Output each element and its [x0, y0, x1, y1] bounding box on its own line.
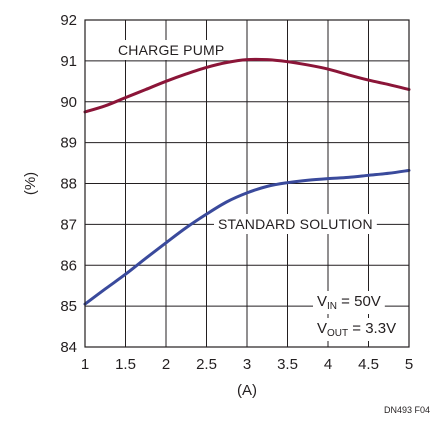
y-tick-label: 89 [60, 135, 77, 152]
x-tick-label: 3 [243, 356, 251, 373]
series-line-standard-solution [83, 168, 411, 306]
label-background [313, 318, 401, 341]
series-label-standard-solution: STANDARD SOLUTION [218, 216, 373, 232]
x-tick-label: 2.5 [196, 356, 217, 373]
vin-subscript: IN [327, 301, 337, 312]
x-axis-title: (A) [237, 382, 257, 399]
vin-annotation: VIN = 50V [317, 293, 381, 312]
label-background [114, 40, 229, 60]
x-tick-label: 3.5 [277, 356, 298, 373]
y-tick-label: 85 [60, 298, 77, 315]
vout-symbol: V [317, 320, 327, 337]
x-tick-label: 1 [81, 356, 89, 373]
vin-value: = 50V [337, 293, 381, 310]
x-tick-label: 4.5 [358, 356, 379, 373]
x-tick-label: 1.5 [115, 356, 136, 373]
y-axis-title: (%) [22, 172, 39, 195]
vout-value: = 3.3V [348, 320, 396, 337]
y-tick-label: 84 [60, 339, 77, 356]
y-tick-label: 86 [60, 257, 77, 274]
x-tick-label: 5 [405, 356, 413, 373]
x-tick-label: 2 [162, 356, 170, 373]
label-background [313, 291, 385, 314]
plot-frame [84, 19, 410, 348]
y-tick-label: 87 [60, 216, 77, 233]
vin-symbol: V [317, 293, 327, 310]
axes: 1 1.5 2 2.5 3 3.5 4 4.5 5 84 85 86 87 88 89 90 91 92 [60, 12, 413, 373]
label-background [214, 214, 377, 234]
x-tick-label: 4 [324, 356, 332, 373]
y-tick-label: 92 [60, 12, 77, 29]
figure-id: DN493 F04 [384, 405, 430, 415]
y-tick-label: 88 [60, 176, 77, 193]
y-tick-label: 90 [60, 94, 77, 111]
series-line-charge-pump [83, 57, 411, 114]
vout-subscript: OUT [327, 328, 348, 339]
series-layer [83, 57, 411, 306]
vout-annotation: VOUT = 3.3V [317, 320, 396, 339]
series-label-charge-pump: CHARGE PUMP [118, 42, 224, 58]
y-tick-label: 91 [60, 53, 77, 70]
